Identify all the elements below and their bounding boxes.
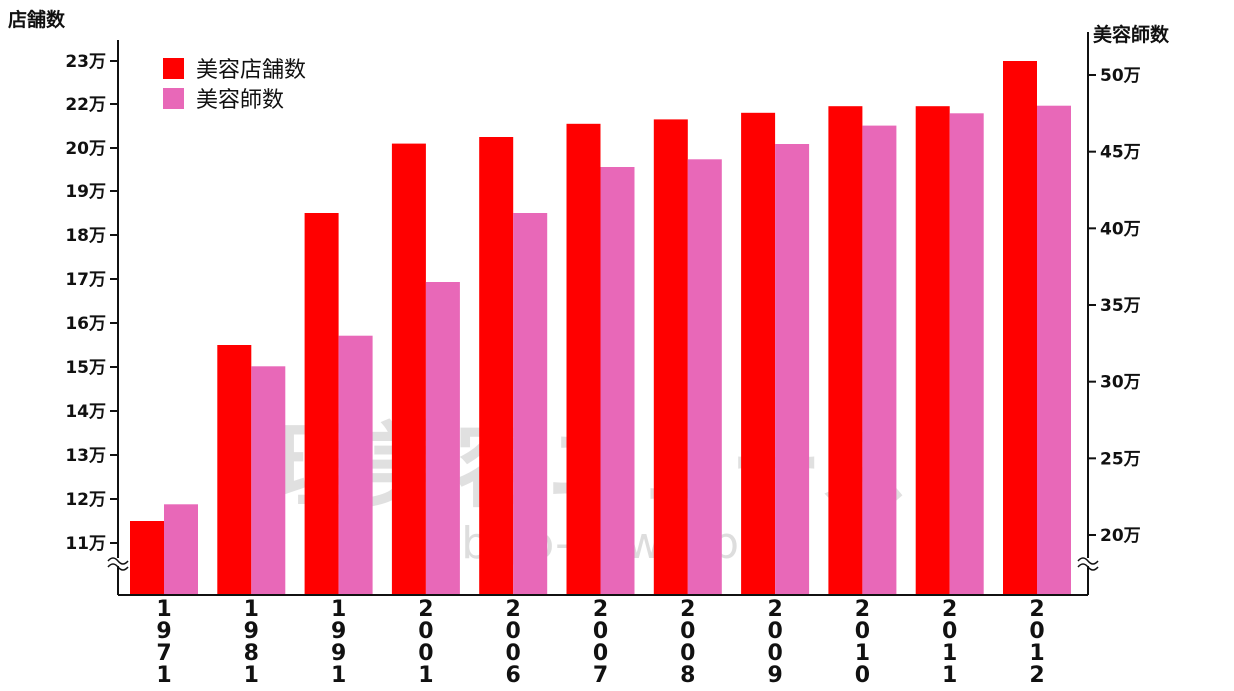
bar-stylists-2008: [687, 159, 722, 596]
bar-stores-2009: [741, 112, 776, 596]
bar-stores-2011: [915, 106, 950, 595]
bar-stores-2008: [653, 119, 688, 596]
left-tick-label-230000: 23万: [65, 52, 106, 72]
legend-swatch-0: [163, 58, 184, 79]
right-tick-label-350000: 35万: [1100, 296, 1141, 316]
left-axis-title: 店舗数: [8, 8, 66, 31]
x-axis-labels: 1 9 7 1 1 9 8 1 1 9 9 1 2 0 0 1 2 0 0 6 2 0 0 7 2 0 0 8 2 0 0 9 2 0 1 0 2 0 1 1…: [156, 597, 1044, 688]
right-tick-label-250000: 25万: [1100, 449, 1141, 469]
left-tick-label-170000: 17万: [65, 270, 106, 290]
bar-stores-2007: [566, 123, 601, 596]
right-axis-break-lower: [1077, 563, 1099, 571]
left-tick-label-150000: 15万: [65, 358, 106, 378]
left-tick-label-140000: 14万: [65, 402, 106, 422]
bar-stylists-1991: [338, 335, 373, 595]
left-tick-label-190000: 19万: [65, 182, 106, 202]
legend-label-0: 美容店舗数: [196, 58, 306, 83]
bar-stylists-2007: [600, 167, 635, 595]
right-tick-label-300000: 30万: [1100, 373, 1141, 393]
bars: [130, 61, 1071, 596]
bar-stores-2010: [828, 106, 863, 595]
bar-stylists-2006: [513, 213, 548, 595]
right-axis-title: 美容師数: [1093, 23, 1170, 46]
left-axis-break-upper: [107, 557, 129, 565]
right-tick-label-400000: 40万: [1100, 219, 1141, 239]
left-tick-label-200000: 20万: [65, 139, 106, 159]
bar-stylists-2010: [862, 125, 897, 595]
left-tick-label-130000: 13万: [65, 446, 106, 466]
bar-stylists-2012: [1037, 105, 1071, 595]
right-tick-label-200000: 20万: [1100, 526, 1141, 546]
bar-stylists-2001: [425, 282, 460, 595]
left-axis-break-lower: [107, 563, 129, 571]
left-tick-label-120000: 12万: [65, 490, 106, 510]
left-tick-label-180000: 18万: [65, 226, 106, 246]
left-tick-label-220000: 22万: [65, 95, 106, 115]
bar-stores-1991: [304, 213, 339, 595]
bar-stores-1981: [217, 345, 252, 595]
bar-stylists-1981: [251, 366, 286, 595]
bar-stylists-1971: [164, 504, 198, 595]
bar-stores-2006: [479, 137, 514, 595]
bar-stylists-2009: [775, 144, 810, 595]
legend-swatch-1: [163, 88, 184, 109]
axes: [107, 32, 1099, 596]
right-tick-label-500000: 50万: [1100, 66, 1141, 86]
right-axis-ticks: 20万 25万 30万 35万 40万 45万 50万: [1088, 66, 1141, 546]
bar-stores-2001: [391, 143, 426, 595]
legend-label-1: 美容師数: [196, 88, 284, 113]
bar-stores-1971: [130, 521, 164, 595]
left-tick-label-110000: 11万: [65, 534, 106, 554]
right-tick-label-450000: 45万: [1100, 143, 1141, 163]
bar-stylists-2011: [949, 113, 984, 596]
left-tick-label-160000: 16万: [65, 314, 106, 334]
left-axis-ticks: 11万 12万 13万 14万 15万 16万 17万 18万 19万 20万 22万 23万: [65, 52, 118, 554]
right-axis-break-upper: [1077, 557, 1099, 565]
bar-stores-2012: [1003, 61, 1037, 595]
